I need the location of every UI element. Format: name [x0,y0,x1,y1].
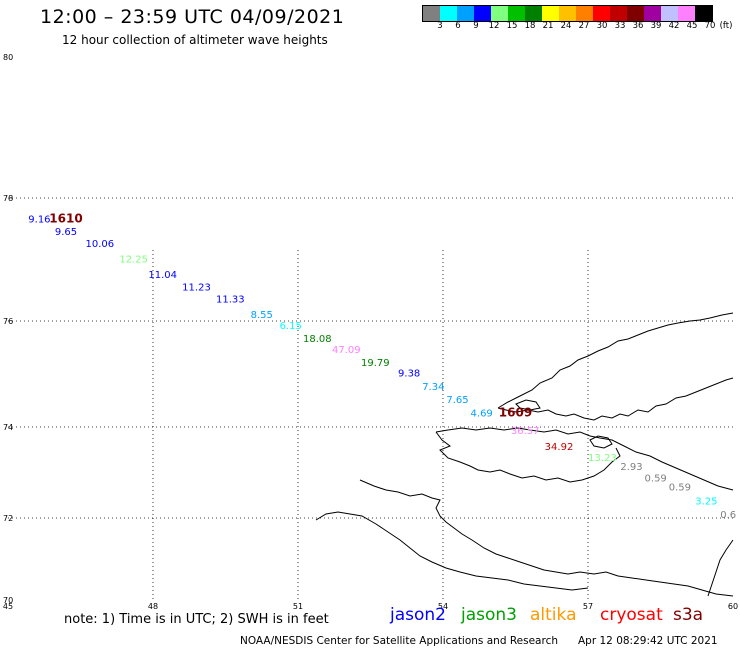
wave-height-label: 47.09 [332,345,361,356]
credit-timestamp: Apr 12 08:29:42 UTC 2021 [578,635,718,647]
coastline-segment [435,431,621,483]
longitude-label: 54 [438,602,448,611]
wave-height-label: 2.93 [620,462,642,473]
longitude-label: 45 [3,602,13,611]
wave-height-label: 0.59 [669,483,691,494]
colorbar-swatch [542,6,559,21]
wave-height-colorbar [422,5,713,22]
lat-lon-grid [8,197,733,600]
wave-height-label: 9.38 [398,369,420,380]
colorbar-tick-label: 21 [542,21,554,31]
colorbar-tick-label: 6 [455,21,461,31]
latitude-label: 78 [3,194,13,203]
colorbar-tick-label: 3 [437,21,443,31]
latitude-label: 74 [3,423,13,432]
colorbar-swatch [440,6,457,21]
colorbar-unit: (ft) [719,21,733,31]
legend-cryosat: cryosat [600,605,663,625]
longitude-label: 48 [148,602,158,611]
wave-height-label: 11.33 [216,295,245,306]
wave-height-label: 10.06 [86,239,115,250]
wave-height-label: 6.15 [280,321,302,332]
map-subtitle: 12 hour collection of altimeter wave hei… [62,33,328,47]
colorbar-swatch [678,6,695,21]
pass-time-label: 1609 [499,405,532,419]
colorbar-swatch [508,6,525,21]
wave-height-label: 34.92 [545,442,574,453]
wave-height-label: 11.04 [148,270,177,281]
wave-height-label: 12.25 [119,255,148,266]
colorbar-tick-label: 36 [632,21,644,31]
wave-height-label: 7.34 [422,382,444,393]
colorbar-swatch [593,6,610,21]
colorbar-tick-label: 27 [578,21,590,31]
wave-height-label: 9.16 [28,215,50,226]
wave-height-label: 11.23 [182,282,211,293]
latitude-label: 72 [3,514,13,523]
wave-height-label: 13.23 [588,453,617,464]
colorbar-swatch [661,6,678,21]
colorbar-tick-label: 45 [686,21,698,31]
colorbar-swatch [423,6,440,21]
coastline-segment [497,377,734,421]
colorbar-tick-label: 70 [704,21,716,31]
coastline-segment [515,399,541,411]
wave-height-label: 0.59 [645,474,667,485]
coastline-segment [315,511,589,591]
longitude-label: 51 [293,602,303,611]
legend-s3a: s3a [673,605,704,625]
coastline-segment [359,479,619,577]
wave-height-label: 9.65 [55,227,77,238]
wave-height-label: 19.79 [361,358,390,369]
colorbar-swatch [610,6,627,21]
wave-height-label: 8.55 [251,310,273,321]
longitude-label: 60 [728,602,738,611]
colorbar-tick-label: 24 [560,21,572,31]
coastline-segment [497,312,734,409]
colorbar-tick-label: 42 [668,21,680,31]
colorbar-tick-label: 33 [614,21,626,31]
coastline-segment [617,575,734,597]
latitude-label: 80 [3,53,13,62]
colorbar-swatch [525,6,542,21]
colorbar-tick-label: 18 [524,21,536,31]
coastline-segment [589,435,613,449]
colorbar-tick-label: 15 [506,21,518,31]
coastline-segment [707,539,734,597]
colorbar-swatch [576,6,593,21]
legend-jason2: jason2 [390,605,446,625]
colorbar-swatch [491,6,508,21]
colorbar-swatch [627,6,644,21]
footer-note: note: 1) Time is in UTC; 2) SWH is in fe… [64,612,329,627]
legend-jason3: jason3 [461,605,517,625]
wave-height-label: 7.65 [446,395,468,406]
pass-time-label: 1610 [49,212,82,226]
colorbar-swatch [559,6,576,21]
colorbar-tick-label: 39 [650,21,662,31]
credit-line: NOAA/NESDIS Center for Satellite Applica… [240,635,558,647]
wave-height-label: 3.25 [695,496,717,507]
wave-height-label: 0.6 [720,510,736,521]
wave-height-label: 18.08 [303,334,332,345]
colorbar-swatch [474,6,491,21]
map-title: 12:00 – 23:59 UTC 04/09/2021 [40,6,345,28]
colorbar-swatch [644,6,661,21]
colorbar-tick-label: 30 [596,21,608,31]
latitude-label: 76 [3,317,13,326]
latitude-label: 70 [3,596,13,605]
legend-altika: altika [530,605,577,625]
wave-height-label: 4.69 [471,408,493,419]
colorbar-swatch [457,6,474,21]
coastline-segment [435,427,734,491]
coastline-novaya-zemlya [315,312,734,597]
colorbar-tick-label: 9 [473,21,479,31]
colorbar-tick-label: 12 [488,21,500,31]
colorbar-swatch [695,6,712,21]
wave-height-label: 36.57 [511,426,540,437]
longitude-label: 57 [583,602,593,611]
